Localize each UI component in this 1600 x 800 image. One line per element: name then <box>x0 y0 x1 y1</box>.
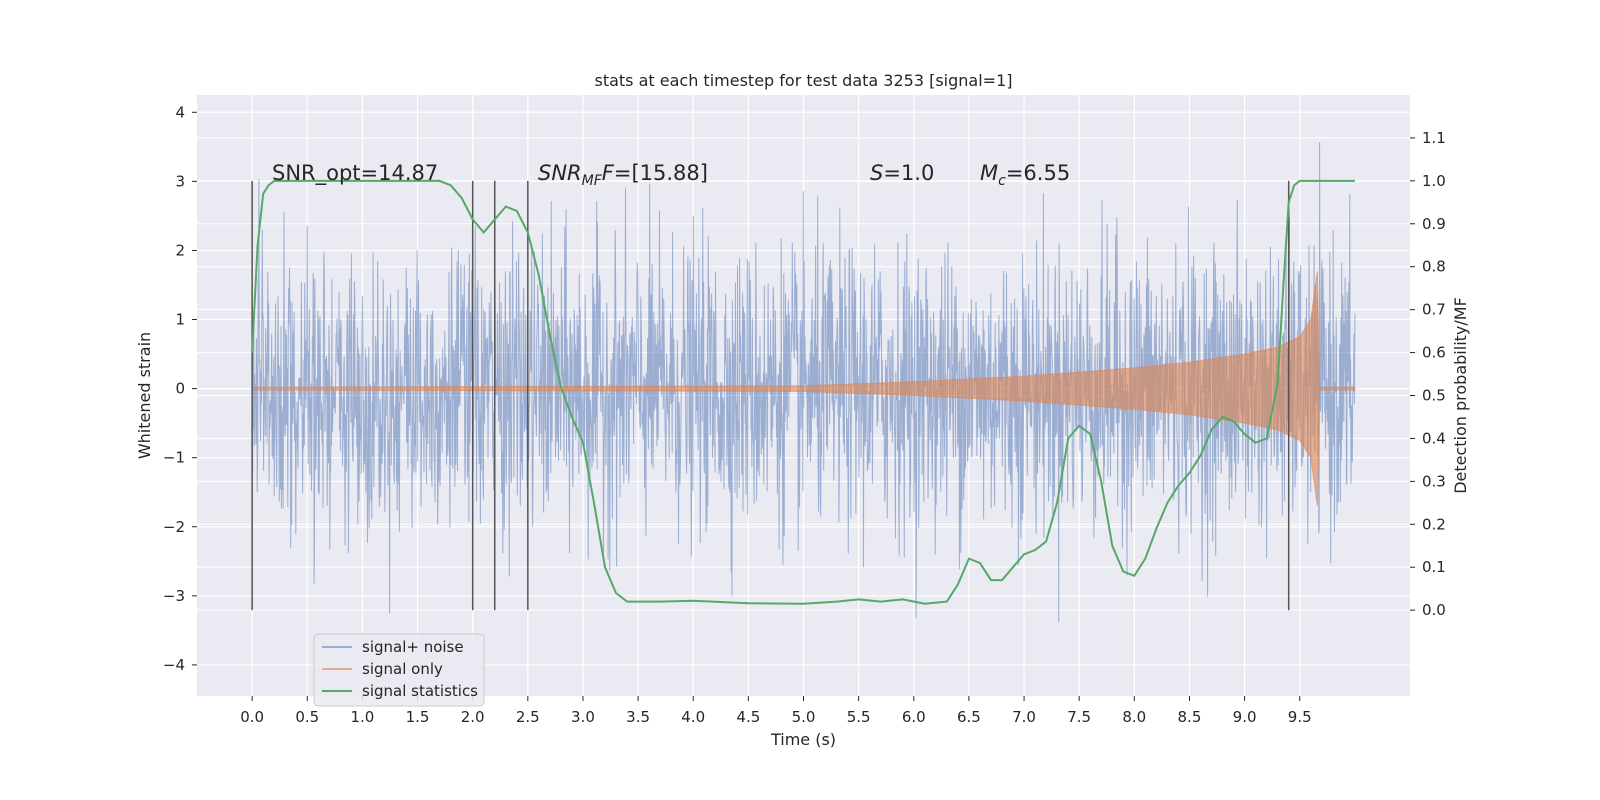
y-right-tick-label: 0.1 <box>1422 558 1446 576</box>
x-tick-label: 0.5 <box>295 708 319 726</box>
x-tick-label: 2.0 <box>461 708 485 726</box>
x-tick-label: 1.5 <box>406 708 430 726</box>
y-tick-label: 0 <box>175 380 185 398</box>
x-axis-label: Time (s) <box>770 730 836 749</box>
x-tick-label: 7.5 <box>1067 708 1091 726</box>
x-tick-label: 6.5 <box>957 708 981 726</box>
y-tick-label: −3 <box>163 587 185 605</box>
s-prefix: S <box>870 161 883 185</box>
y-right-tick-label: 0.6 <box>1422 344 1446 362</box>
y-tick-label: 2 <box>175 241 185 259</box>
y-right-tick-label: 0.8 <box>1422 258 1446 276</box>
y-right-tick-label: 0.2 <box>1422 515 1446 533</box>
y-right-tick-label: 0.3 <box>1422 472 1446 490</box>
y-axis-label: Whitened strain <box>135 332 154 459</box>
x-tick-label: 3.5 <box>626 708 650 726</box>
y-tick-label: −1 <box>163 449 185 467</box>
x-tick-label: 9.5 <box>1288 708 1312 726</box>
y-tick-label: 3 <box>175 172 185 190</box>
snr-mf-value: =[15.88] <box>614 161 708 185</box>
annotation-snr-mf: SNRMFF=[15.88] <box>538 161 708 189</box>
legend-label-signal-only: signal only <box>362 660 443 678</box>
snr-mf-prefix: SNR <box>538 161 582 185</box>
y-right-tick-label: 1.0 <box>1422 172 1446 190</box>
mc-prefix: M <box>980 161 998 185</box>
x-tick-label: 5.0 <box>792 708 816 726</box>
annotation-s: S=1.0 <box>870 161 934 185</box>
x-tick-label: 6.0 <box>902 708 926 726</box>
legend-label-signal-statistics: signal statistics <box>362 682 478 700</box>
x-tick-label: 2.5 <box>516 708 540 726</box>
legend-label-signal-noise: signal+ noise <box>362 638 464 656</box>
x-tick-label: 3.0 <box>571 708 595 726</box>
legend-box <box>313 633 485 707</box>
s-value: =1.0 <box>883 161 934 185</box>
tick-labels: 0.0 0.5 1.0 1.5 2.0 2.5 3.0 3.5 4.0 4.5 5.0 5.5 6.0 6… <box>163 103 1446 726</box>
annotation-mc: Mc=6.55 <box>980 161 1070 189</box>
y-right-axis-label: Detection probability/MF <box>1451 297 1470 494</box>
x-tick-label: 8.5 <box>1178 708 1202 726</box>
y-tick-label: −4 <box>163 656 185 674</box>
y-tick-label: 4 <box>175 103 185 121</box>
y-right-tick-label: 0.0 <box>1422 601 1446 619</box>
y-right-tick-label: 0.4 <box>1422 429 1446 447</box>
y-right-tick-label: 0.7 <box>1422 301 1446 319</box>
x-tick-label: 8.0 <box>1122 708 1146 726</box>
annotation-snr-opt: SNR_opt=14.87 <box>272 161 438 186</box>
signal-only-area <box>251 271 1356 507</box>
snr-mf-sub: MF <box>582 173 603 189</box>
mc-value: =6.55 <box>1006 161 1070 185</box>
mc-sub: c <box>998 173 1006 189</box>
legend: signal+ noise signal only signal statist… <box>313 633 485 707</box>
signal-noise-series <box>251 142 1356 623</box>
chart-title: stats at each timestep for test data 325… <box>594 71 1012 90</box>
x-tick-label: 4.0 <box>681 708 705 726</box>
signal-statistics-series <box>251 179 1355 605</box>
x-tick-label: 1.0 <box>350 708 374 726</box>
x-tick-label: 5.5 <box>847 708 871 726</box>
x-tick-label: 4.5 <box>736 708 760 726</box>
y-right-tick-label: 0.9 <box>1422 215 1446 233</box>
y-right-tick-label: 0.5 <box>1422 387 1446 405</box>
x-tick-label: 7.0 <box>1012 708 1036 726</box>
signal-noise-line <box>251 142 1356 623</box>
x-tick-label: 0.0 <box>240 708 264 726</box>
y-tick-label: −2 <box>163 518 185 536</box>
vertical-marker-lines <box>251 180 1290 611</box>
y-tick-label: 1 <box>175 311 185 329</box>
snr-mf-f: F <box>602 161 615 185</box>
y-right-tick-label: 1.1 <box>1422 129 1446 147</box>
x-tick-label: 9.0 <box>1233 708 1257 726</box>
signal-statistics-line <box>251 179 1355 605</box>
signal-only-series <box>251 271 1356 507</box>
